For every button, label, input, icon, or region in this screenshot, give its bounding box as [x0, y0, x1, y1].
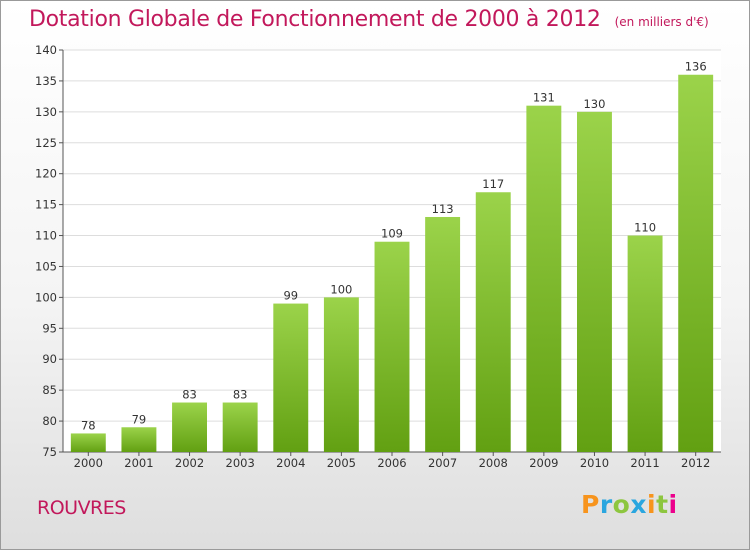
x-tick-label-2005: 2005: [327, 456, 356, 470]
x-tick-label-2007: 2007: [428, 456, 457, 470]
data-label-2010: 130: [583, 97, 605, 111]
data-label-2000: 78: [81, 418, 96, 432]
y-tick-label: 115: [35, 198, 57, 212]
data-label-2009: 131: [533, 91, 555, 105]
data-label-2006: 109: [381, 227, 403, 241]
logo-letter: i: [647, 490, 657, 519]
data-label-2005: 100: [330, 282, 352, 296]
bar-2007: [425, 216, 461, 452]
chart-title: Dotation Globale de Fonctionnement de 20…: [29, 7, 709, 32]
bar-2009: [526, 105, 562, 453]
y-tick-label: 110: [35, 229, 57, 243]
bar-2012: [678, 74, 714, 452]
logo-letter: t: [656, 490, 669, 519]
x-tick-label-2002: 2002: [175, 456, 204, 470]
bar-2008: [475, 192, 511, 452]
bar-2011: [627, 235, 663, 452]
y-tick-label: 75: [42, 445, 57, 459]
x-tick-label-2008: 2008: [479, 456, 508, 470]
y-tick-label: 80: [42, 414, 57, 428]
y-tick-label: 130: [35, 105, 57, 119]
y-tick-label: 85: [42, 383, 57, 397]
data-label-2008: 117: [482, 177, 504, 191]
data-label-2012: 136: [685, 60, 707, 74]
data-label-2003: 83: [233, 388, 248, 402]
y-tick-label: 90: [42, 352, 57, 366]
bar-2000: [70, 433, 106, 452]
bar-2005: [323, 297, 359, 452]
x-tick-label-2009: 2009: [529, 456, 558, 470]
y-tick-label: 95: [42, 321, 57, 335]
y-tick-label: 105: [35, 259, 57, 273]
logo-letter: i: [668, 490, 678, 519]
y-tick-label: 120: [35, 167, 57, 181]
logo-letter: P: [581, 490, 600, 519]
bar-2001: [121, 427, 157, 452]
x-tick-label-2006: 2006: [377, 456, 406, 470]
unit-note: (en milliers d'€): [614, 15, 709, 29]
data-label-2001: 79: [132, 412, 147, 426]
data-label-2011: 110: [634, 221, 656, 235]
logo-letter: o: [612, 490, 631, 519]
x-tick-label-2010: 2010: [580, 456, 609, 470]
y-tick-label: 135: [35, 74, 57, 88]
data-label-2004: 99: [283, 289, 298, 303]
x-tick-label-2000: 2000: [74, 456, 103, 470]
bar-2004: [273, 303, 309, 452]
bar-2010: [576, 111, 612, 452]
data-label-2007: 113: [432, 202, 454, 216]
x-tick-label-2004: 2004: [276, 456, 305, 470]
x-tick-label-2012: 2012: [681, 456, 710, 470]
x-tick-label-2011: 2011: [630, 456, 659, 470]
location-label: ROUVRES: [37, 497, 126, 519]
x-tick-label-2003: 2003: [226, 456, 255, 470]
y-tick-label: 100: [35, 290, 57, 304]
title-text: Dotation Globale de Fonctionnement de 20…: [29, 7, 601, 32]
logo-letter: r: [599, 490, 613, 519]
y-tick-label: 125: [35, 136, 57, 150]
bar-2002: [172, 402, 208, 452]
y-tick-label: 140: [35, 43, 57, 57]
logo-letter: x: [630, 490, 647, 519]
x-tick-label-2001: 2001: [124, 456, 153, 470]
bar-2006: [374, 241, 410, 452]
bar-2003: [222, 402, 258, 452]
proxiti-logo: Proxiti: [581, 490, 678, 519]
data-label-2002: 83: [182, 388, 197, 402]
